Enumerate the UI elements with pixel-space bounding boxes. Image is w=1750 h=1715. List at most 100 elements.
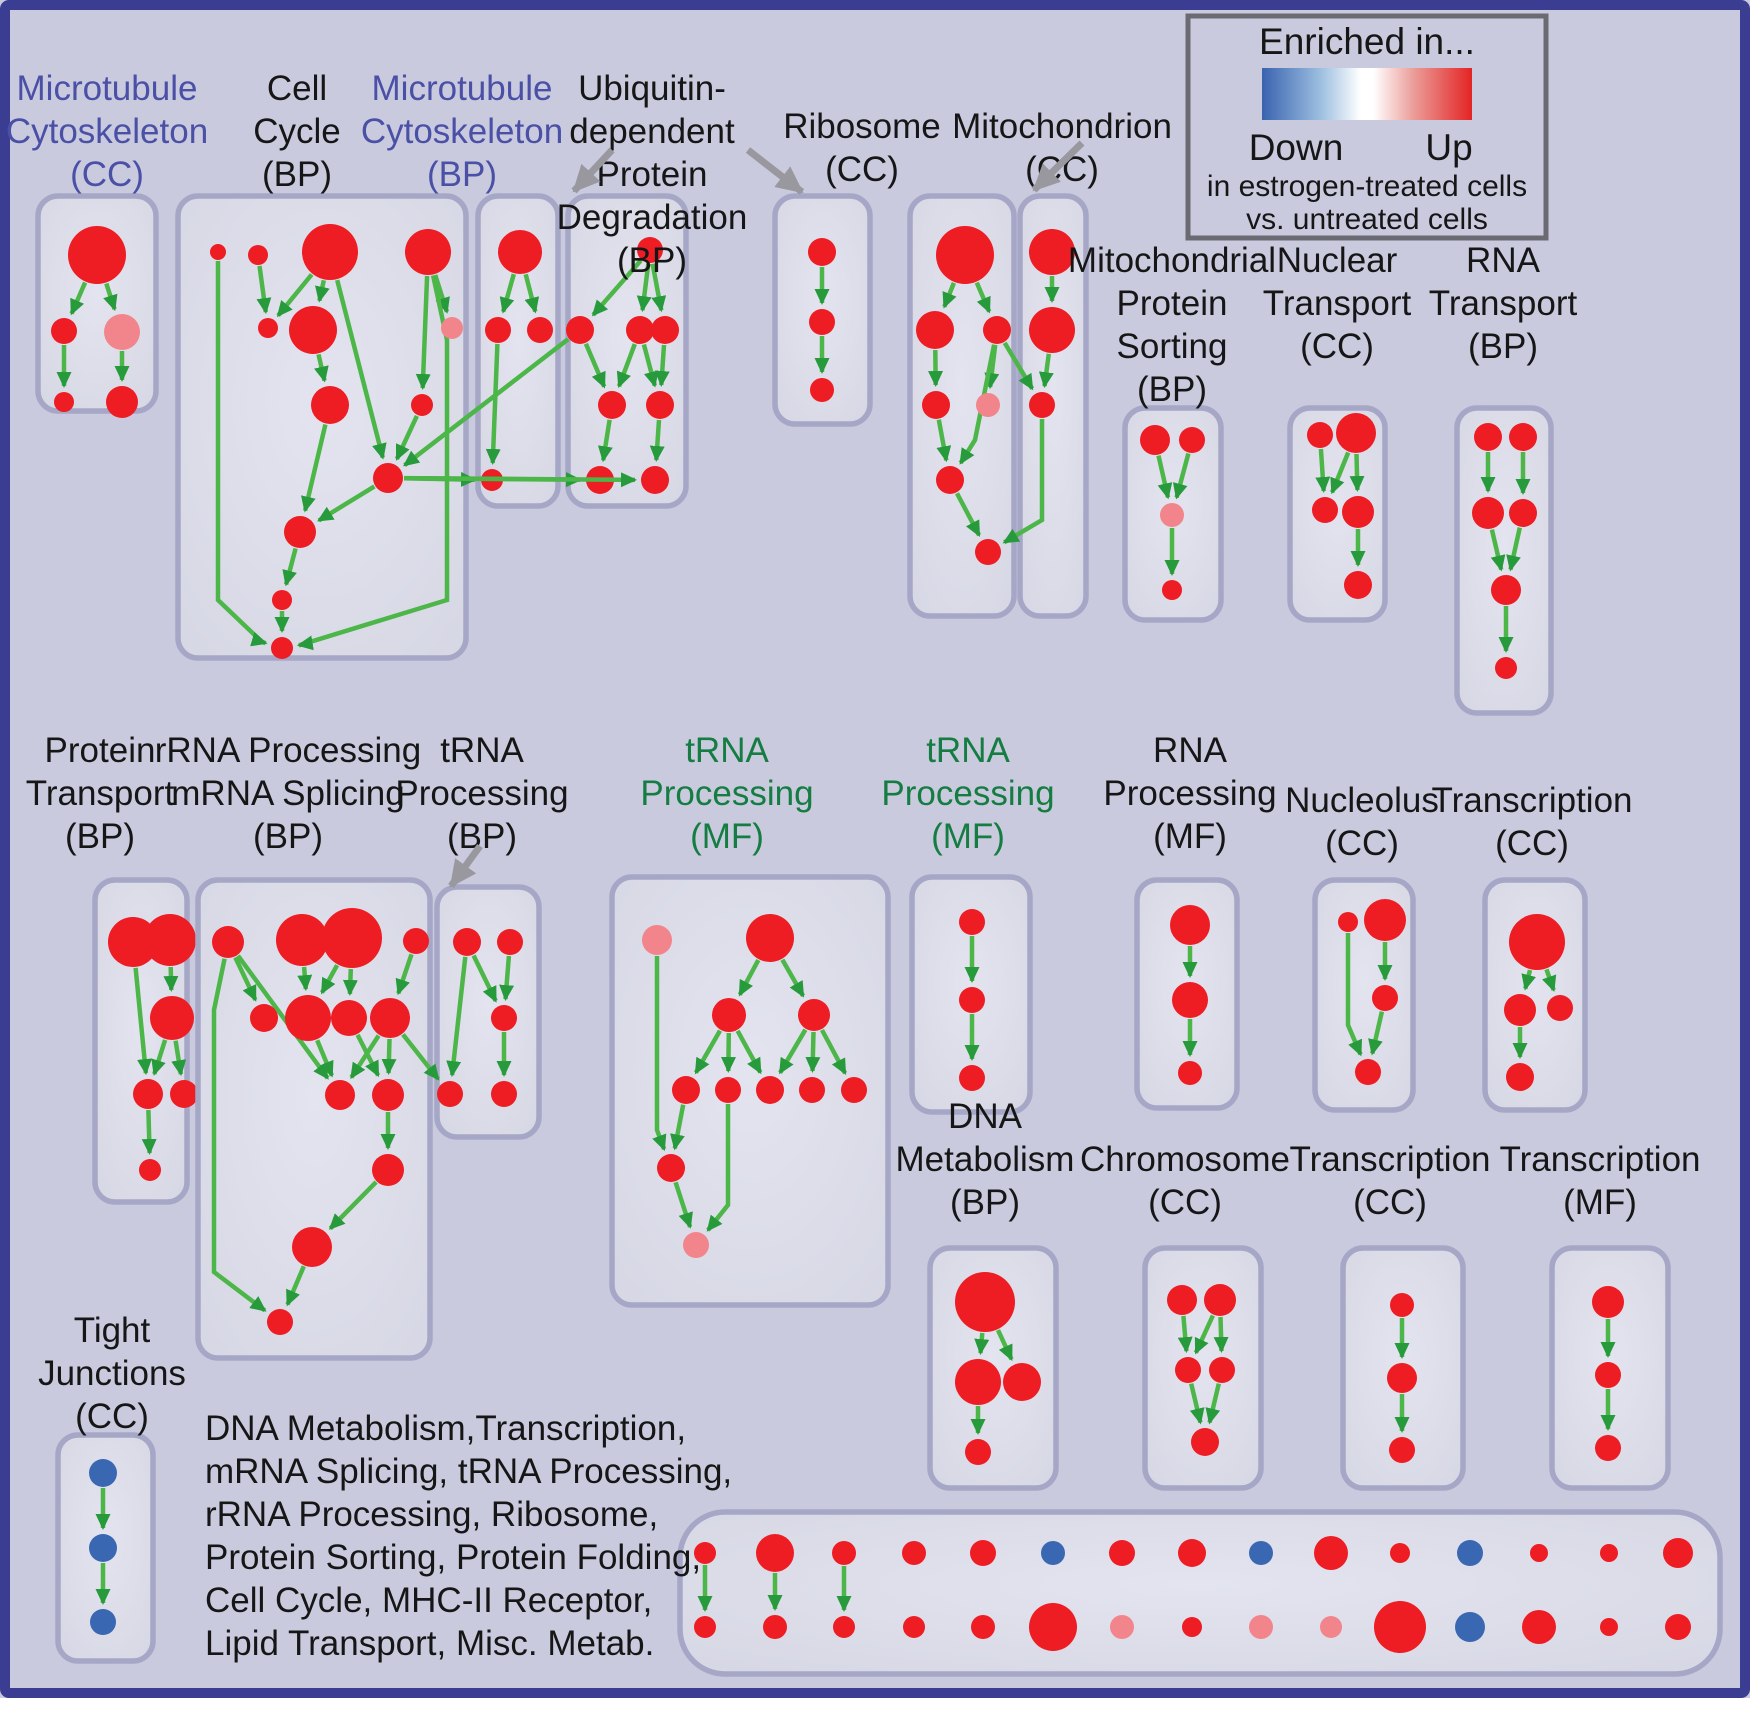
legend-box	[1185, 13, 1549, 241]
microtubule-cytoskeleton-bp-label: (BP)	[427, 155, 497, 194]
edge-arrow	[1177, 1315, 1193, 1354]
edge-arrow	[211, 958, 267, 1313]
go-term-node	[1547, 995, 1573, 1021]
chromosome-cc-label: Chromosome	[1080, 1140, 1290, 1179]
shared-terms-strip-box	[677, 1509, 1723, 1677]
edge-arrow	[778, 1028, 808, 1075]
edge-arrow	[342, 968, 358, 996]
trna-processing-mf-small-label: tRNA	[926, 731, 1010, 770]
go-term-node	[498, 230, 542, 274]
go-term-node	[841, 1077, 867, 1103]
go-term-node	[976, 393, 1000, 417]
microtubule-cytoskeleton-cc-label: Cytoskeleton	[6, 112, 208, 151]
mitochondrial-protein-sorting-bp-label: Sorting	[1117, 327, 1228, 366]
rna-processing-mf-label: Processing	[1103, 774, 1276, 813]
go-term-node	[322, 908, 382, 968]
microtubule-cytoskeleton-bp-box	[475, 193, 561, 509]
go-term-node	[403, 928, 429, 954]
nuclear-transport-cc: Nuclear Transport (CC)	[1263, 241, 1412, 623]
go-term-node	[1455, 1612, 1485, 1642]
go-term-node	[975, 539, 1001, 565]
shared-terms-note-line: Cell Cycle, MHC-II Receptor,	[205, 1581, 652, 1620]
go-term-node	[1472, 497, 1504, 529]
edge-arrow	[349, 1034, 381, 1080]
edge-arrow	[1205, 1383, 1221, 1425]
go-term-node	[1600, 1618, 1618, 1636]
edge-arrow	[433, 274, 450, 314]
go-term-node	[1509, 914, 1565, 970]
go-term-node	[598, 391, 626, 419]
go-term-node	[1249, 1615, 1273, 1639]
go-term-node	[672, 1076, 700, 1104]
edge-arrow	[401, 1033, 440, 1081]
nucleolus-cc-label: Nucleolus	[1285, 781, 1439, 820]
annotation-pointer-arrow	[1031, 140, 1085, 193]
go-term-node	[1387, 1363, 1417, 1393]
go-term-node	[1175, 1357, 1201, 1383]
edge-arrow	[1038, 353, 1054, 389]
edge-arrow	[215, 261, 268, 647]
go-term-node	[1109, 1540, 1135, 1566]
go-term-node	[1509, 423, 1537, 451]
go-term-node	[642, 925, 672, 955]
go-term-node	[903, 1616, 925, 1638]
edge-arrow	[233, 956, 258, 1002]
edge-arrow	[171, 1040, 187, 1077]
go-term-node	[89, 1534, 117, 1562]
go-term-node	[1167, 1285, 1197, 1315]
edge-arrow	[151, 1039, 168, 1076]
go-term-node	[809, 309, 835, 335]
go-term-node	[1364, 899, 1406, 941]
shared-terms-note-line: Protein Sorting, Protein Folding,	[205, 1538, 701, 1577]
go-term-node	[248, 245, 268, 265]
go-term-node	[1029, 1603, 1077, 1651]
edge-arrow	[1506, 527, 1522, 572]
legend-up-label: Up	[1425, 127, 1472, 168]
edge-arrow	[296, 275, 450, 651]
edge-arrow	[276, 273, 314, 318]
transcription-cc-bottom: Transcription (CC)	[1290, 1140, 1491, 1491]
legend-down-label: Down	[1249, 127, 1344, 168]
go-term-node	[1338, 912, 1358, 932]
edge-arrow	[583, 342, 607, 389]
microtubule-cytoskeleton-cc: Microtubule Cytoskeleton (CC)	[6, 69, 208, 418]
edge-arrow	[415, 275, 431, 390]
go-term-node	[970, 1540, 996, 1566]
ubiquitin-dependent-protein-degradation-bp: Ubiquitin-dependent Protein Degradation (BP…	[557, 69, 748, 509]
edge-arrow	[693, 1029, 722, 1075]
edge-arrow	[163, 966, 179, 992]
ribosome-cc-label: (CC)	[825, 150, 899, 189]
edge-arrow	[141, 1109, 157, 1155]
go-term-node	[1140, 425, 1170, 455]
transcription-cc-bottom-label: (CC)	[1353, 1183, 1427, 1222]
edge-arrow	[381, 1038, 397, 1075]
go-term-node	[657, 1154, 685, 1182]
trna-processing-mf-small: tRNA Processing (MF)	[881, 731, 1055, 1115]
go-term-node	[250, 1004, 278, 1032]
cell-cycle-bp-label: Cycle	[253, 112, 341, 151]
tight-junctions-cc-label: Tight	[74, 1311, 151, 1350]
go-term-node	[626, 316, 654, 344]
go-term-node	[405, 229, 451, 275]
rna-transport-bp-label: Transport	[1429, 284, 1578, 323]
microtubule-cytoskeleton-cc-label: Microtubule	[17, 69, 198, 108]
go-term-node	[1506, 1063, 1534, 1091]
mitochondrial-protein-sorting-bp: Mitochondrial Protein Sorting (BP)	[1068, 241, 1276, 623]
edge-arrow	[314, 353, 329, 383]
go-term-node	[311, 386, 349, 424]
edge-arrow	[955, 492, 982, 537]
edge-arrow	[403, 337, 570, 467]
edge-arrow	[328, 1180, 378, 1231]
go-term-node	[756, 1076, 784, 1104]
ubiquitin-dependent-protein-degradation-bp-label: Degradation	[557, 198, 748, 237]
go-term-node	[106, 386, 138, 418]
tight-junctions-cc: Tight Junctions (CC)	[38, 1311, 186, 1664]
go-term-node	[1600, 1544, 1618, 1562]
edge-arrow	[499, 955, 515, 1002]
go-term-node	[372, 1079, 404, 1111]
go-term-node	[694, 1616, 716, 1638]
chromosome-cc: Chromosome (CC)	[1080, 1140, 1290, 1491]
go-term-node	[289, 306, 337, 354]
edge-arrow	[133, 967, 153, 1076]
go-term-node	[1249, 1541, 1273, 1565]
